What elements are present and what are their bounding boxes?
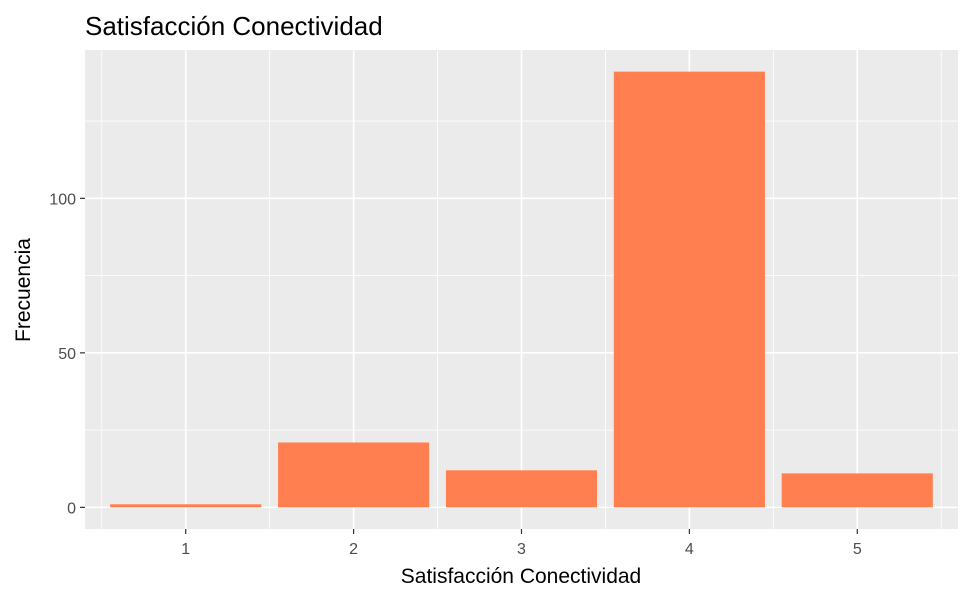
x-tick-label: 3 xyxy=(517,541,526,558)
x-tick-label: 1 xyxy=(181,541,190,558)
y-axis-label: Frecuencia xyxy=(12,238,35,342)
chart-title: Satisfacción Conectividad xyxy=(85,11,383,41)
bar-5 xyxy=(781,473,933,508)
x-axis: 1 2 3 4 5 xyxy=(181,529,862,558)
bars xyxy=(110,71,933,508)
x-axis-label: Satisfacción Conectividad xyxy=(401,565,641,588)
x-tick-label: 5 xyxy=(853,541,862,558)
x-tick-label: 2 xyxy=(349,541,358,558)
bar-1 xyxy=(110,504,262,508)
y-tick-label: 50 xyxy=(58,346,76,363)
bar-3 xyxy=(445,470,598,508)
y-tick-label: 100 xyxy=(49,191,76,208)
bar-2 xyxy=(278,442,430,508)
y-axis: 0 50 100 xyxy=(49,191,85,517)
bar-4 xyxy=(613,71,765,508)
x-tick-label: 4 xyxy=(685,541,694,558)
y-tick-label: 0 xyxy=(67,500,76,517)
